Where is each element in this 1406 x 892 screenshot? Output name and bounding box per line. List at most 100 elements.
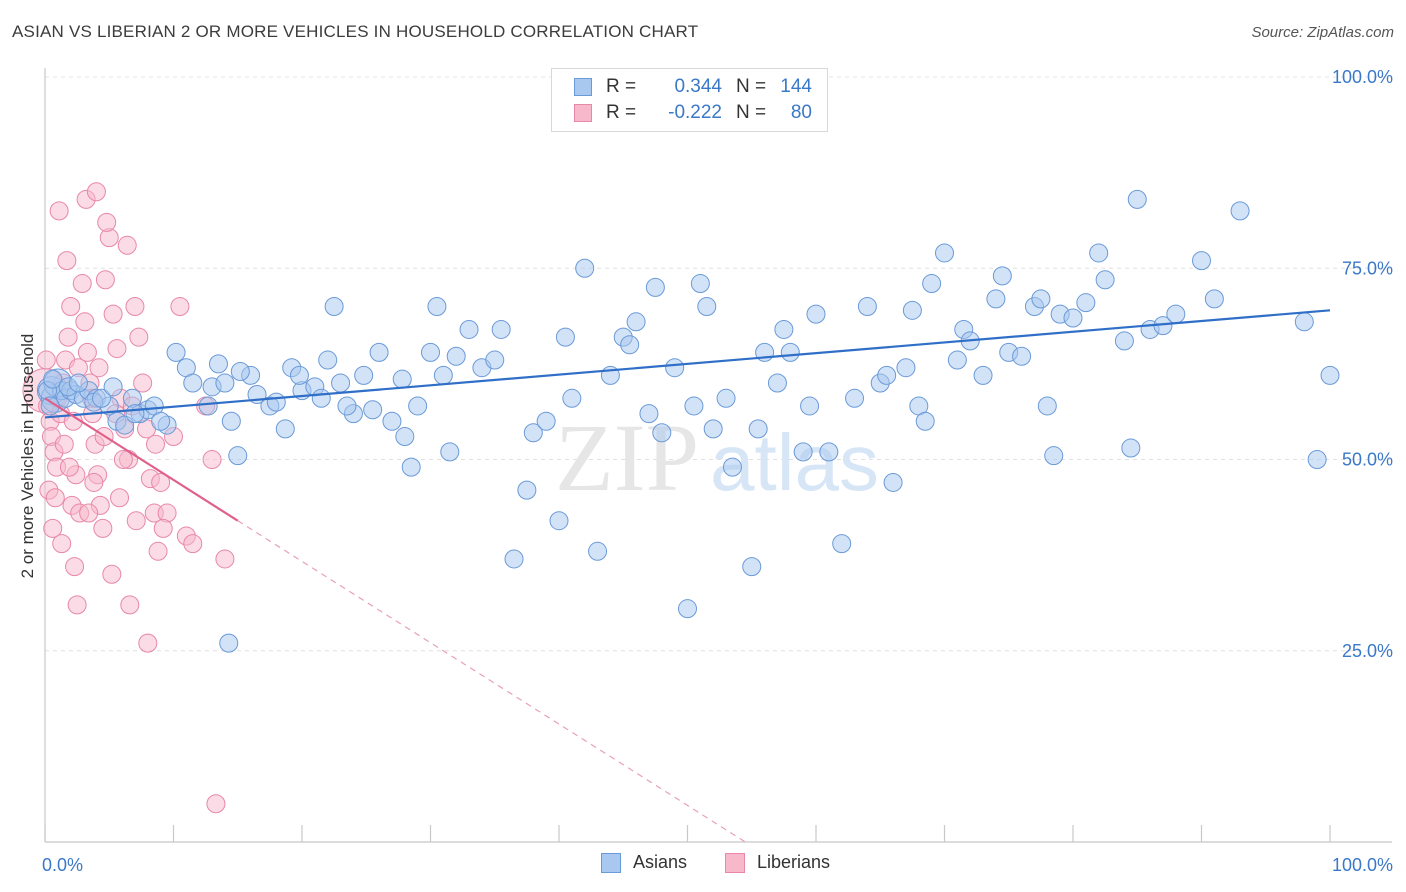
liberians-point — [72, 274, 92, 294]
liberians-point — [36, 350, 56, 370]
asians-point — [806, 304, 826, 324]
asians-point — [266, 392, 286, 412]
liberians-point — [125, 297, 145, 316]
asians-point — [369, 342, 389, 362]
asians-point — [363, 400, 383, 420]
legend-swatch-asians — [574, 78, 592, 96]
legend-row-liberians: R = -0.222 N = 80 — [574, 100, 812, 126]
asians-point — [228, 446, 248, 466]
liberians-point — [148, 541, 168, 561]
asians-point — [446, 346, 466, 366]
asians-point — [774, 319, 794, 339]
asians-point — [536, 411, 556, 431]
asians-point — [588, 541, 608, 561]
asians-point — [947, 350, 967, 370]
liberians-point — [120, 595, 140, 615]
asians-point — [845, 388, 865, 408]
legend-swatch-liberians — [574, 104, 592, 122]
liberians-point — [49, 201, 69, 221]
liberians-point — [153, 518, 173, 538]
asians-point — [883, 472, 903, 492]
asians-point — [198, 396, 218, 416]
asians-point — [639, 404, 659, 424]
liberians-point — [54, 434, 74, 454]
asians-point — [992, 266, 1012, 286]
legend-r-value: -0.222 — [668, 102, 722, 123]
liberians-point — [97, 212, 117, 232]
liberians-point — [95, 270, 115, 290]
liberians-trend-extension — [237, 520, 746, 843]
watermark-zip: ZIP — [555, 404, 699, 511]
asians-point — [877, 365, 897, 385]
legend-n-label: N = — [736, 76, 767, 97]
asians-point — [318, 350, 338, 370]
asians-point — [1192, 251, 1211, 271]
liberians-point — [129, 327, 149, 347]
liberians-point — [126, 511, 146, 531]
asians-point — [395, 427, 415, 447]
asians-point — [1114, 331, 1134, 351]
legend-item-asians[interactable]: Asians — [601, 852, 687, 873]
liberians-point — [57, 251, 77, 271]
legend-n-label: N = — [736, 102, 767, 123]
legend-label-asians: Asians — [633, 852, 688, 872]
liberians-point — [84, 472, 104, 492]
asians-point — [337, 396, 357, 416]
asians-point — [183, 373, 203, 393]
watermark: ZIP atlas — [555, 404, 879, 511]
asians-point — [645, 277, 665, 297]
asians-point — [491, 319, 511, 339]
asians-point — [1031, 289, 1051, 309]
asians-point — [748, 419, 768, 439]
correlation-legend: R = 0.344 N = 144 R = -0.222 N = 80 — [551, 68, 828, 132]
asians-point — [68, 373, 88, 393]
asians-point — [208, 354, 228, 374]
asians-point — [1307, 450, 1327, 469]
asians-point — [166, 342, 186, 362]
asians-point — [311, 388, 331, 408]
legend-label-liberians: Liberians — [757, 852, 831, 872]
source-label: Source: ZipAtlas.com — [1251, 24, 1394, 41]
asians-point — [1127, 189, 1147, 209]
x-tick-label-max: 100.0% — [1332, 855, 1393, 875]
asians-point — [517, 480, 537, 500]
liberians-point — [103, 304, 123, 324]
asians-point — [331, 373, 351, 393]
asians-point — [1063, 308, 1083, 328]
asians-point — [1166, 304, 1186, 324]
asians-point — [289, 365, 309, 385]
liberians-point — [45, 488, 65, 508]
liberians-point — [61, 297, 81, 316]
legend-r-value: 0.344 — [674, 76, 722, 97]
liberians-point — [93, 518, 113, 538]
liberians-point — [86, 182, 106, 202]
asians-point — [684, 396, 704, 416]
asians-point — [103, 377, 123, 397]
asians-point — [575, 258, 595, 278]
asians-point — [382, 411, 402, 431]
axes — [44, 68, 1392, 843]
asians-point — [678, 599, 697, 619]
liberians-point — [77, 342, 97, 362]
legend-n-value: 144 — [780, 76, 812, 97]
asians-point — [620, 335, 640, 355]
asians-point — [819, 442, 839, 462]
asians-point — [221, 411, 241, 431]
asians-point — [1037, 396, 1057, 416]
legend-item-liberians[interactable]: Liberians — [725, 852, 830, 873]
asians-point — [1121, 438, 1141, 458]
asians-point — [902, 300, 922, 320]
liberians-point — [146, 434, 166, 454]
liberians-point — [43, 518, 63, 538]
asians-point — [857, 297, 877, 316]
asians-point — [935, 243, 954, 263]
asians-point — [626, 312, 646, 332]
liberians-point — [52, 534, 72, 554]
asians-point — [1044, 446, 1064, 466]
y-axis-label: 2 or more Vehicles in Household — [18, 333, 37, 579]
legend-swatch-asians — [601, 852, 621, 873]
liberians-point — [79, 503, 99, 523]
liberians-point — [89, 358, 109, 378]
asians-point — [780, 342, 800, 362]
